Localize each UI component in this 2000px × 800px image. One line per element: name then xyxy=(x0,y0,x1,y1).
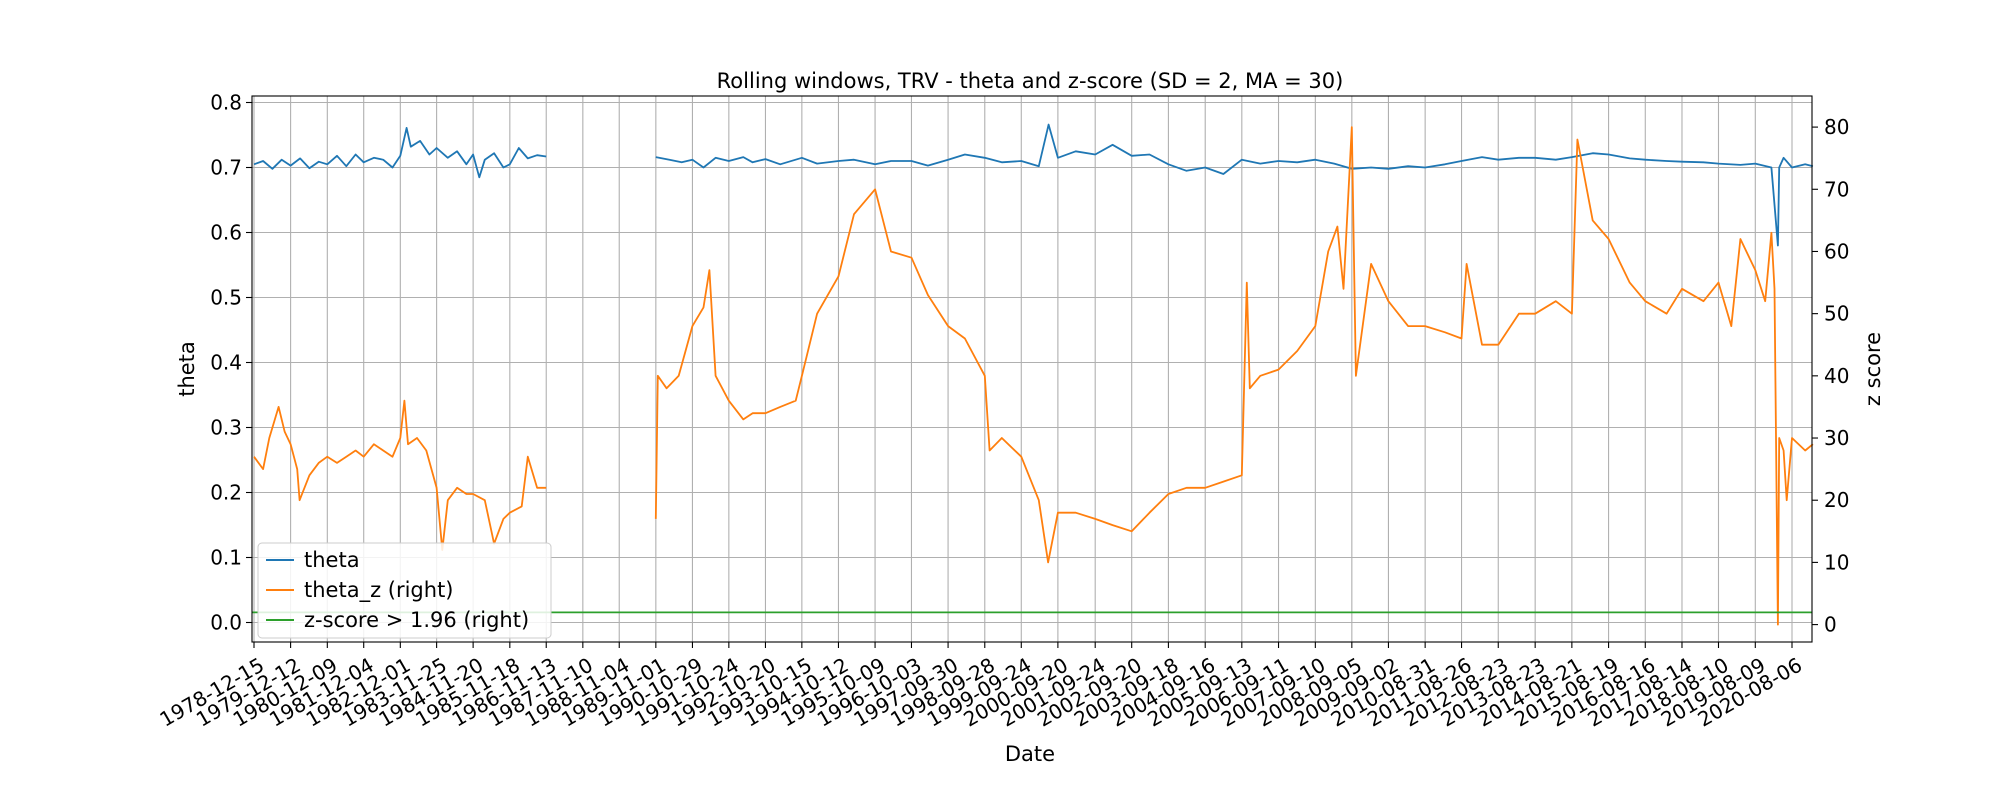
legend-label: z-score > 1.96 (right) xyxy=(304,608,529,632)
y-right-tick-label: 80 xyxy=(1824,115,1849,139)
legend-label: theta xyxy=(304,548,360,572)
y-left-tick-label: 0.0 xyxy=(210,611,242,635)
x-axis-label: Date xyxy=(1005,742,1055,766)
legend-box xyxy=(257,542,552,639)
series-line-theta xyxy=(655,123,1814,247)
y-left-tick-label: 0.7 xyxy=(210,156,242,180)
y-right-tick-label: 50 xyxy=(1824,302,1849,326)
y-left-tick-label: 0.1 xyxy=(210,546,242,570)
legend-label: theta_z (right) xyxy=(304,578,454,603)
series-line-theta-z xyxy=(654,126,1814,626)
y-axis-label-left: theta xyxy=(175,341,199,397)
y-left-tick-label: 0.8 xyxy=(210,91,242,115)
y-right-tick-label: 60 xyxy=(1824,239,1849,263)
axes: 1978-12-151979-12-121980-12-091981-12-04… xyxy=(155,91,1849,732)
series-line-theta xyxy=(253,127,547,179)
y-right-tick-label: 30 xyxy=(1824,426,1849,450)
y-left-tick-label: 0.6 xyxy=(210,221,242,245)
y-left-tick-label: 0.2 xyxy=(210,481,242,505)
grid xyxy=(252,96,1812,642)
y-right-tick-label: 40 xyxy=(1824,364,1849,388)
y-left-tick-label: 0.5 xyxy=(210,286,242,310)
plot-frame xyxy=(251,95,1813,643)
y-right-tick-label: 0 xyxy=(1824,613,1837,637)
chart-title: Rolling windows, TRV - theta and z-score… xyxy=(717,69,1344,93)
y-right-tick-label: 10 xyxy=(1824,550,1849,574)
y-right-tick-label: 20 xyxy=(1824,488,1849,512)
y-right-tick-label: 70 xyxy=(1824,177,1849,201)
y-axis-label-right: z score xyxy=(1861,332,1885,406)
y-left-tick-label: 0.3 xyxy=(210,416,242,440)
legend: theta theta_z (right) z-score > 1.96 (righ… xyxy=(257,542,552,639)
y-left-tick-label: 0.4 xyxy=(210,351,242,375)
